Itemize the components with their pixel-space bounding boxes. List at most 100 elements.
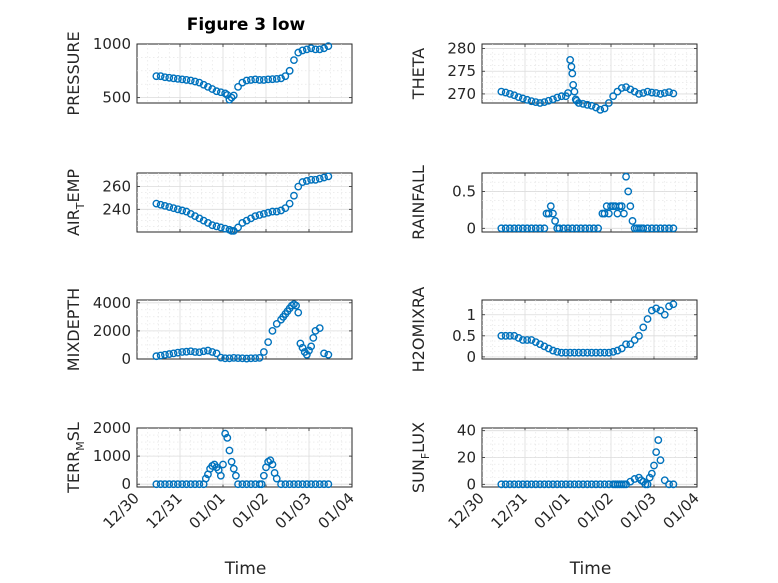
data-point: [298, 178, 307, 186]
data-point: [290, 191, 298, 200]
x-axis-label: Time: [224, 559, 267, 579]
data-point: [231, 471, 240, 480]
data-point: [186, 347, 195, 356]
y-tick-label: 0.5: [452, 327, 476, 345]
x-tick-label: 01/03: [617, 489, 660, 532]
data-point: [238, 78, 247, 87]
data-point: [660, 476, 669, 485]
data-point: [156, 351, 165, 360]
data-point: [660, 224, 669, 233]
data-point: [257, 480, 266, 489]
data-point: [577, 224, 585, 233]
data-point: [628, 217, 637, 225]
data-point: [324, 480, 333, 489]
y-tick-label: 4000: [93, 294, 131, 312]
data-point: [527, 224, 536, 233]
data-point: [285, 66, 294, 75]
y-axis-label-main: TERR: [64, 451, 83, 494]
data-point: [186, 76, 195, 85]
y-tick-label: 280: [447, 40, 476, 58]
data-point: [568, 69, 577, 78]
data-point: [527, 97, 536, 106]
subplot-sun-flux: 0 20 40 SUNFLUX 12/30 12/31 01/01 01/02 01/03 01/…: [409, 422, 703, 579]
data-point: [251, 354, 260, 363]
data-point: [315, 45, 324, 54]
data-point: [212, 349, 221, 358]
data-point: [581, 224, 590, 233]
data-point: [296, 339, 305, 348]
data-point: [514, 93, 523, 102]
data-point: [290, 480, 298, 489]
data-point: [589, 224, 598, 233]
data-point: [639, 89, 648, 97]
data-point: [518, 480, 527, 489]
data-point: [544, 96, 553, 105]
data-point: [320, 44, 328, 53]
data-point: [566, 348, 575, 357]
data-point: [195, 480, 204, 489]
y-tick-label: 0: [466, 219, 476, 237]
data-point: [208, 221, 217, 230]
data-point: [613, 346, 622, 355]
y-axis-label-main: SUN: [409, 459, 428, 493]
data-point: [255, 211, 264, 219]
data-point: [165, 73, 174, 82]
y-axis-label-rest: LUX: [409, 422, 428, 453]
data-point: [182, 207, 191, 216]
y-axis-label: AIRTEMP: [64, 169, 87, 236]
data-point: [178, 75, 187, 84]
data-point: [305, 346, 313, 355]
data-point: [617, 202, 626, 211]
data-point: [169, 349, 178, 358]
data-point: [551, 217, 559, 225]
y-tick-label: 275: [447, 62, 476, 80]
data-point: [669, 480, 678, 489]
data-point: [559, 224, 568, 233]
data-point: [624, 187, 633, 196]
data-point: [669, 300, 678, 309]
data-point: [320, 349, 328, 358]
data-point: [277, 74, 285, 83]
subplot-rainfall: 0 0.5 RAINFALL: [409, 165, 698, 240]
data-point: [277, 206, 285, 215]
data-point: [626, 85, 635, 94]
data-point: [311, 175, 320, 184]
data-point: [518, 94, 527, 103]
data-point: [165, 350, 174, 358]
data-point: [247, 214, 255, 223]
data-point: [182, 76, 191, 84]
data-point: [204, 346, 212, 355]
subplot-theta: 270 275 280 THETA: [409, 40, 698, 114]
data-point: [152, 480, 161, 489]
data-point: [221, 224, 230, 233]
subplot-h2omixra: 0 0.5 1 H2OMIXRA: [409, 287, 698, 372]
data-point: [523, 336, 532, 344]
data-point: [656, 306, 665, 315]
data-point: [161, 73, 169, 82]
data-point: [557, 480, 566, 489]
data-point: [178, 206, 187, 215]
data-point: [669, 89, 678, 98]
y-tick-label: 260: [102, 178, 131, 196]
data-point: [223, 433, 232, 442]
y-tick-label: 0: [466, 348, 476, 366]
data-point: [617, 84, 626, 92]
data-point: [264, 338, 273, 347]
data-point: [152, 72, 161, 81]
data-point: [609, 92, 618, 101]
data-point: [497, 331, 506, 340]
data-point: [635, 331, 643, 340]
data-point: [510, 224, 519, 233]
data-point: [592, 103, 600, 112]
data-point: [294, 182, 303, 191]
y-axis-label-main: AIR: [64, 209, 83, 236]
data-point: [626, 340, 635, 349]
y-tick-label: 0: [121, 350, 131, 368]
data-point: [531, 338, 540, 347]
data-point: [302, 177, 311, 185]
x-tick-label: 01/02: [574, 489, 617, 532]
data-point: [234, 354, 242, 363]
data-point: [182, 347, 191, 356]
